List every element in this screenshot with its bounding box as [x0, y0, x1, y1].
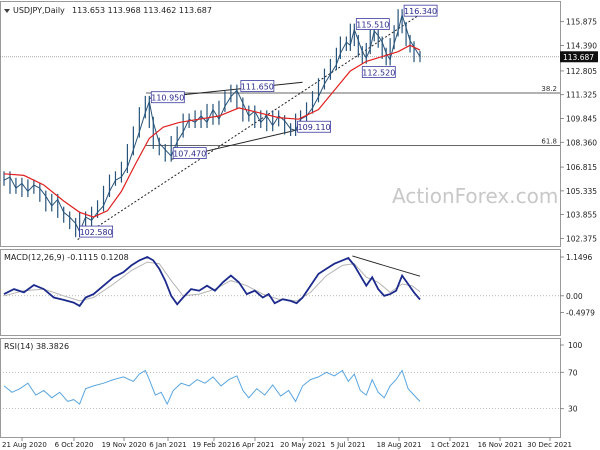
main-panel-frame — [0, 1, 561, 247]
y-tick-label: 103.855 — [566, 211, 597, 220]
value-annotation: 109.110 — [297, 120, 331, 133]
annotation-label: 112.520 — [362, 69, 395, 78]
price-line — [3, 12, 421, 233]
main-y-axis: 102.375 103.855 105.335 106.815 108.360 109.8… — [560, 18, 598, 243]
annotation-label: 110.950 — [151, 94, 184, 103]
ohlc-values: 113.653 113.968 113.462 113.687 — [72, 6, 212, 15]
annotation-box — [403, 4, 438, 17]
rsi-panel-frame — [0, 338, 561, 438]
y-tick-label: 1.1496 — [566, 253, 592, 262]
x-tick-label: 6 Jan 2021 — [149, 441, 187, 449]
value-annotation: 112.520 — [361, 66, 396, 78]
x-tick-label: 6 Apr 2021 — [236, 441, 275, 449]
annotation-box — [150, 91, 185, 104]
x-tick-label: 19 Feb 2021 — [192, 441, 236, 449]
y-tick-label: 0.00 — [566, 292, 583, 301]
last-price-tag-label: 113.687 — [563, 53, 594, 62]
annotation-box — [297, 120, 331, 133]
y-tick-label: 112.805 — [566, 67, 597, 76]
y-tick-label: 100 — [568, 341, 583, 350]
main-annotations: 102.580 110.950 107.470 111.650 109.110 115.5… — [79, 4, 438, 238]
price-bars — [3, 9, 421, 238]
last-price-tag-box — [560, 51, 598, 63]
rsi-y-axis: 100 70 30 — [560, 341, 583, 414]
y-tick-label: 70 — [568, 368, 578, 377]
macd-signal-line — [3, 261, 421, 302]
y-tick-label: 30 — [568, 405, 578, 414]
watermark: ActionForex.com — [392, 184, 558, 208]
x-tick-label: 6 Oct 2020 — [55, 441, 94, 449]
trendline-macd-resistance — [352, 255, 421, 277]
x-axis: 21 Aug 2020 6 Oct 2020 19 Nov 2020 6 Jan 20… — [2, 437, 572, 449]
annotation-box — [361, 66, 396, 78]
rsi-line — [3, 369, 421, 406]
x-tick-label: 30 Dec 2021 — [527, 441, 572, 449]
value-annotation: 111.650 — [240, 80, 275, 92]
main-title: USDJPY,Daily 113.653 113.968 113.462 113… — [4, 6, 212, 15]
value-annotation: 107.470 — [172, 147, 207, 159]
y-tick-label: -0.4979 — [566, 309, 595, 318]
annotation-box — [355, 18, 390, 30]
macd-plot — [0, 255, 560, 308]
y-tick-label: 105.335 — [566, 187, 597, 196]
macd-title: MACD(12,26,9) -0.1115 0.1208 — [4, 253, 129, 262]
value-annotation: 115.510 — [355, 18, 390, 30]
fib-level-label: 61.8 — [541, 137, 557, 145]
moving-average-line — [3, 44, 421, 218]
main-plot — [3, 9, 421, 240]
y-tick-label: 106.815 — [566, 163, 597, 172]
x-tick-label: 19 Nov 2020 — [102, 441, 147, 449]
annotation-label: 102.580 — [80, 228, 113, 237]
annotation-box — [240, 80, 275, 92]
y-tick-label: 109.845 — [566, 114, 597, 123]
collapse-arrow-icon — [4, 9, 10, 13]
annotation-label: 115.510 — [356, 20, 389, 29]
fib-level-label: 38.2 — [541, 85, 557, 93]
annotation-box — [79, 225, 114, 238]
value-annotation: 110.950 — [150, 91, 185, 104]
x-tick-label: 16 Nov 2021 — [478, 441, 523, 449]
annotation-box — [172, 147, 207, 159]
annotation-label: 116.340 — [404, 7, 437, 16]
macd-line — [3, 255, 421, 308]
annotation-label: 111.650 — [241, 82, 274, 91]
annotation-label: 107.470 — [173, 150, 206, 159]
annotation-label: 109.110 — [298, 123, 331, 132]
macd-y-axis: 1.1496 0.00 -0.4979 — [560, 253, 595, 318]
main-fib-levels: 38.2 61.8 — [0, 56, 560, 146]
x-tick-label: 5 Jul 2021 — [330, 441, 365, 449]
y-tick-label: 114.390 — [566, 41, 597, 50]
value-annotation: 102.580 — [79, 225, 114, 238]
macd-panel-frame — [0, 249, 561, 336]
rsi-plot — [0, 369, 560, 410]
y-tick-label: 108.360 — [566, 138, 597, 147]
x-tick-label: 21 Aug 2020 — [2, 441, 47, 449]
x-tick-label: 1 Oct 2021 — [431, 441, 470, 449]
symbol-title: USDJPY,Daily — [13, 6, 65, 15]
y-tick-label: 111.325 — [566, 91, 597, 100]
last-price-tag: 113.687 — [560, 51, 598, 63]
y-tick-label: 102.375 — [566, 234, 597, 243]
x-tick-label: 20 May 2021 — [280, 441, 326, 449]
value-annotation: 116.340 — [403, 4, 438, 17]
rsi-title: RSI(14) 38.3826 — [4, 342, 69, 351]
x-tick-label: 18 Aug 2021 — [377, 441, 422, 449]
y-tick-label: 115.875 — [566, 18, 597, 27]
